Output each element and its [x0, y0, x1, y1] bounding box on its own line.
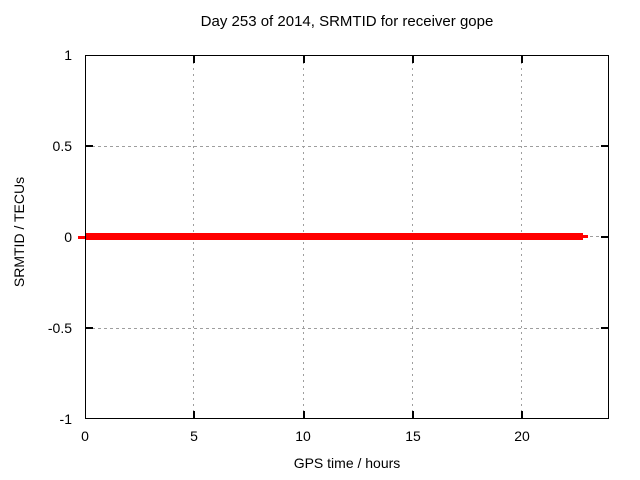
series-line-srmtid [86, 233, 583, 240]
y-tick-right-0 [601, 236, 608, 238]
y-tick-left-0.5 [86, 145, 93, 147]
gridline-y-0.5 [86, 146, 608, 147]
x-tick-top-15 [412, 56, 414, 63]
x-tick-top-10 [303, 56, 305, 63]
x-tick-bottom-20 [521, 411, 523, 418]
x-tick-label-5: 5 [190, 428, 198, 444]
x-tick-label-0: 0 [81, 428, 89, 444]
x-tick-top-20 [521, 56, 523, 63]
y-tick-label--0.5: -0.5 [47, 320, 72, 336]
x-tick-label-10: 10 [295, 428, 311, 444]
series-line-left-cap [78, 236, 85, 239]
series-line-end-cap [583, 235, 588, 238]
gridline-y--0.5 [86, 328, 608, 329]
y-tick-label--1: -1 [59, 411, 72, 427]
x-tick-label-20: 20 [514, 428, 530, 444]
x-tick-label-15: 15 [405, 428, 421, 444]
y-tick-left--0.5 [86, 327, 93, 329]
y-tick-label-1: 1 [64, 47, 72, 63]
y-tick-label-0: 0 [64, 229, 72, 245]
x-tick-bottom-5 [193, 411, 195, 418]
x-axis-label: GPS time / hours [293, 455, 401, 471]
y-axis-label: SRMTID / TECUs [11, 176, 27, 288]
x-tick-top-5 [193, 56, 195, 63]
chart-title: Day 253 of 2014, SRMTID for receiver gop… [200, 13, 494, 30]
y-tick-label-0.5: 0.5 [52, 138, 72, 154]
x-tick-bottom-15 [412, 411, 414, 418]
y-tick-right--0.5 [601, 327, 608, 329]
x-tick-bottom-10 [303, 411, 305, 418]
plot-area [85, 55, 609, 419]
y-tick-right-0.5 [601, 145, 608, 147]
